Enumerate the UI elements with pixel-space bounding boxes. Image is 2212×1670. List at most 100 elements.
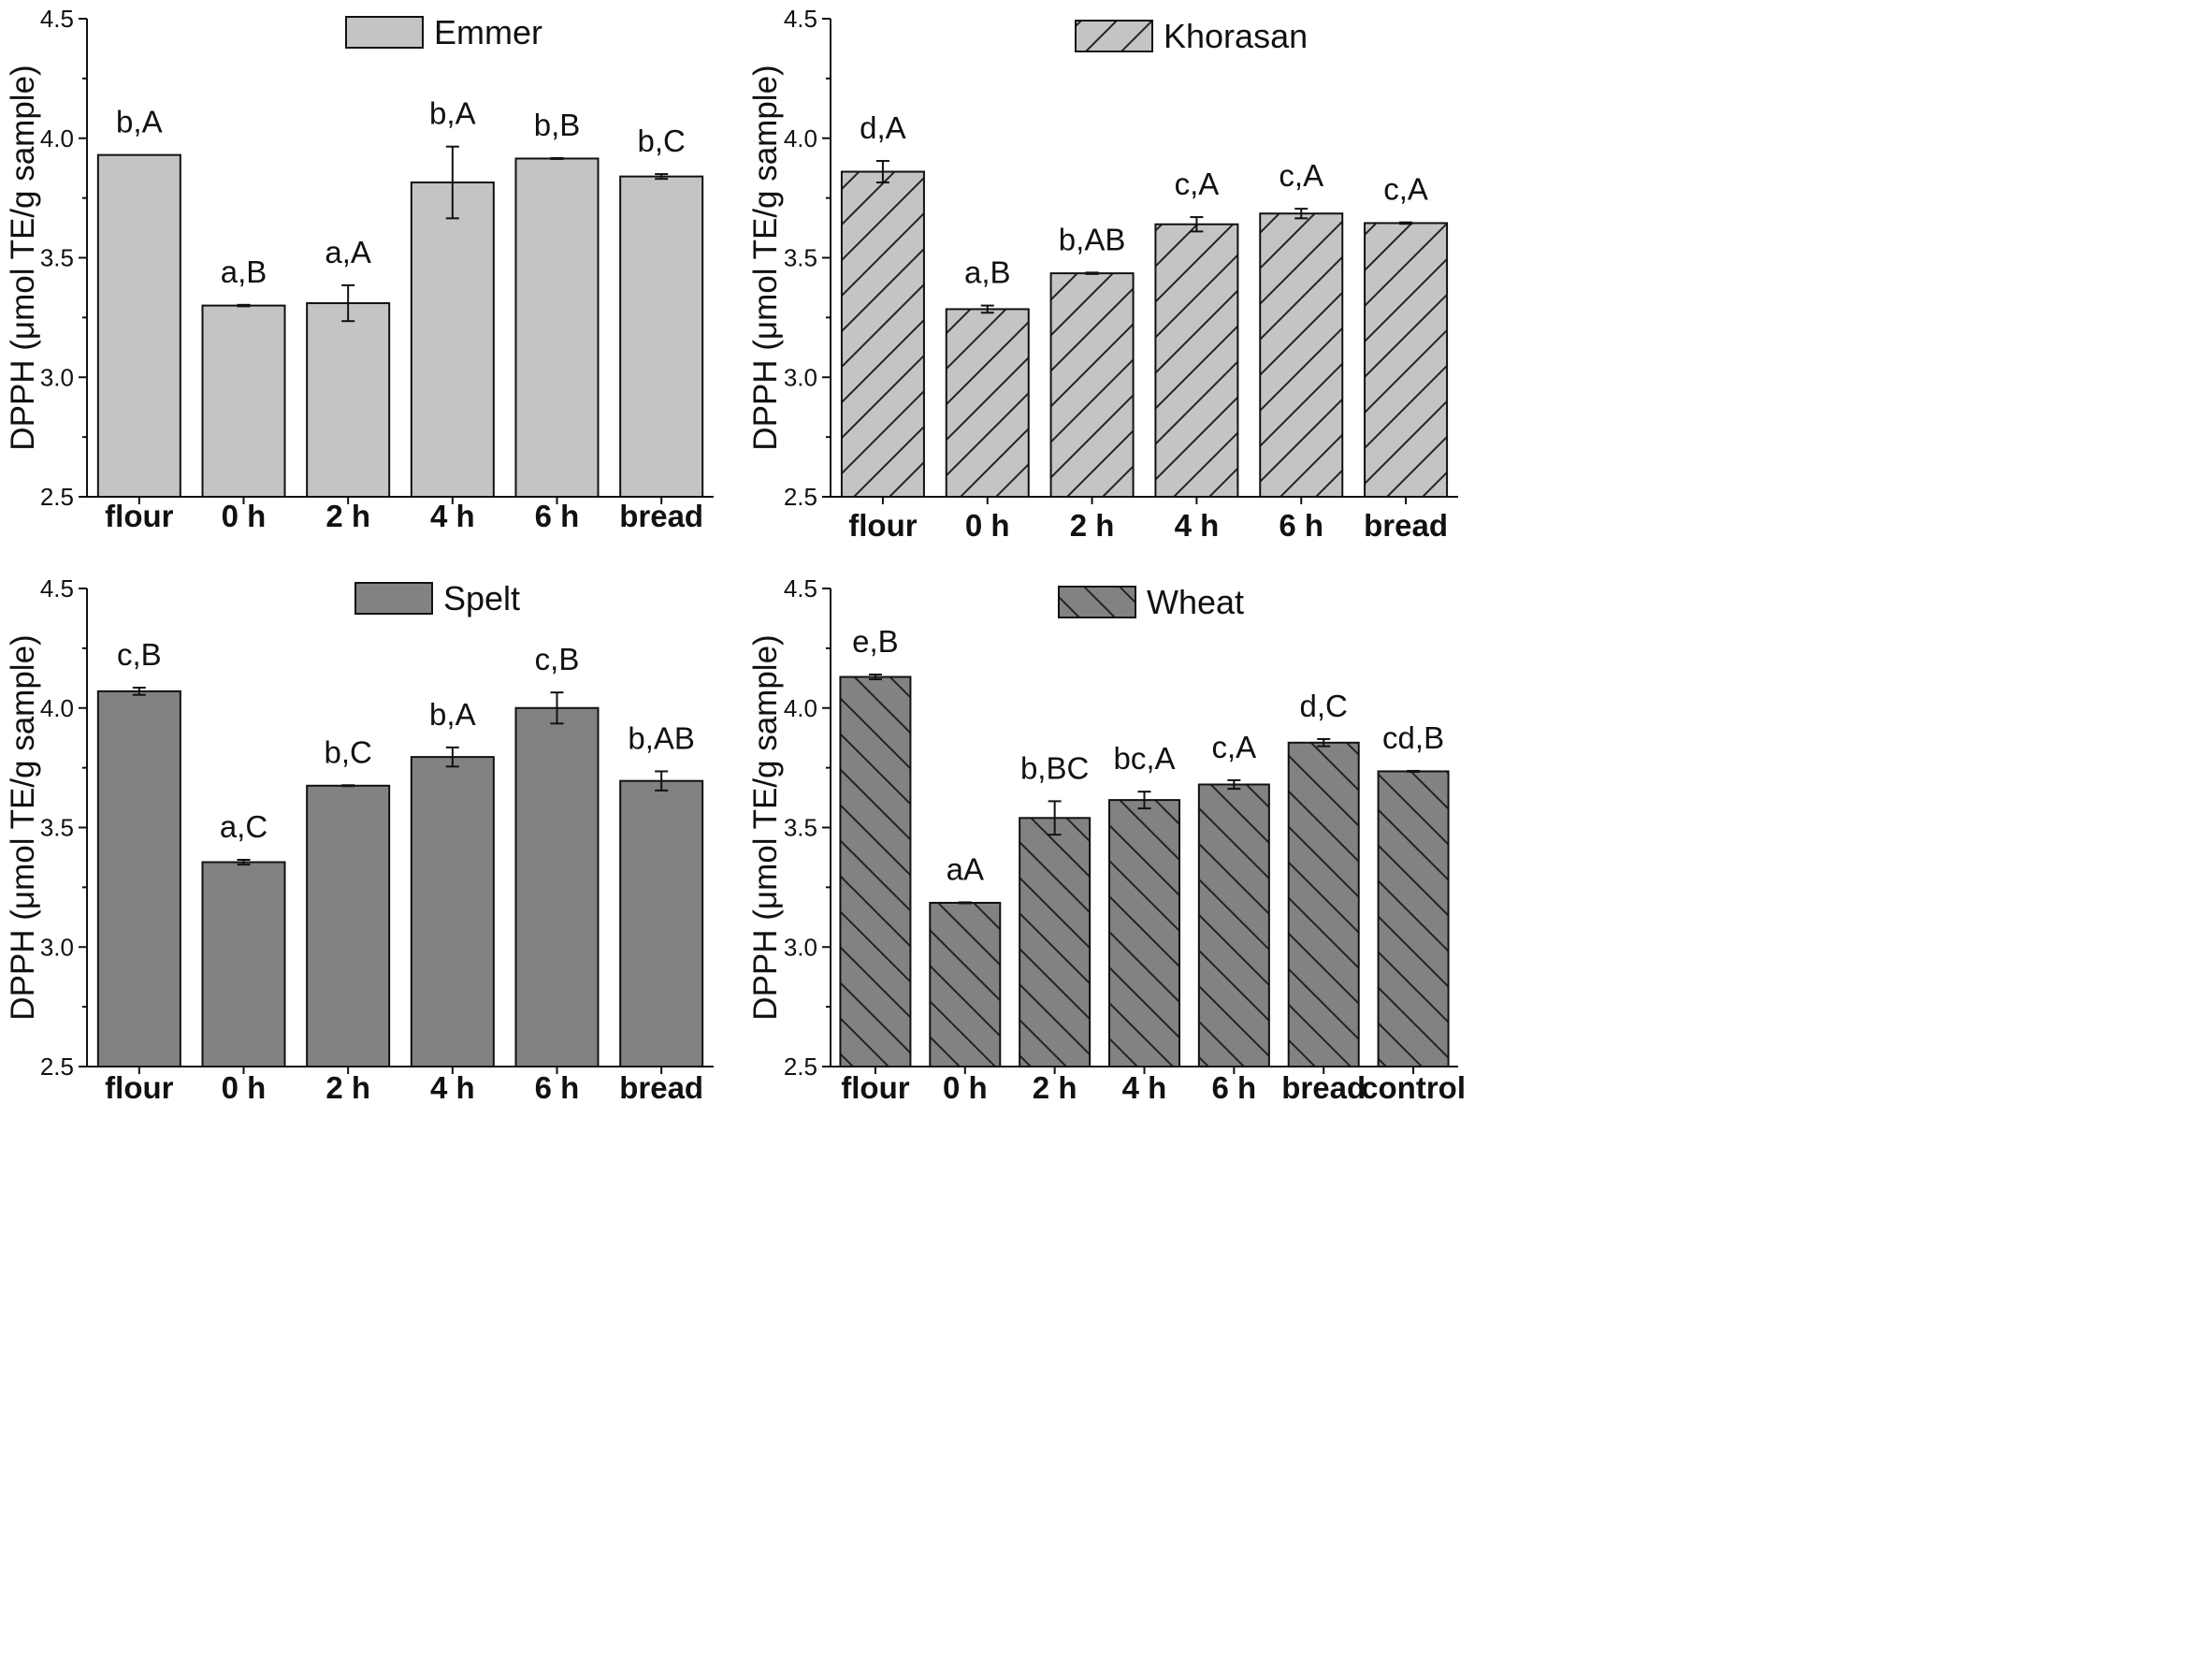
y-axis-title: DPPH (μmol TE/g sample) bbox=[5, 65, 41, 450]
legend-swatch bbox=[1058, 586, 1136, 618]
x-tick-label: 4 h bbox=[1122, 1070, 1167, 1105]
bar bbox=[306, 784, 391, 1067]
bar bbox=[945, 308, 1030, 498]
x-tick-label: 6 h bbox=[535, 1070, 580, 1105]
x-tick-label: 2 h bbox=[325, 1070, 370, 1105]
y-tick-label: 2.5 bbox=[40, 483, 74, 511]
chart-panel-4: 2.5 3.0 3.5 4.0 4.5 DPPH (μmol TE/g sample) e,… bbox=[747, 574, 1466, 1105]
x-tick-label: flour bbox=[105, 1070, 173, 1105]
bar-label: aA bbox=[947, 851, 984, 886]
x-tick-label: 0 h bbox=[222, 1070, 267, 1105]
x-tick-label: 0 h bbox=[965, 508, 1010, 543]
bar-label: d,C bbox=[1300, 689, 1348, 723]
x-tick-label: control bbox=[1361, 1070, 1466, 1105]
x-tick-label: 4 h bbox=[430, 1070, 475, 1105]
chart-panel-3: 2.5 3.0 3.5 4.0 4.5 DPPH (μmol TE/g sample) c,… bbox=[5, 574, 714, 1105]
bar bbox=[619, 175, 704, 498]
bar bbox=[201, 861, 286, 1067]
bar-label: c,A bbox=[1175, 167, 1220, 201]
y-tick-label: 3.5 bbox=[40, 814, 74, 842]
legend-swatch bbox=[1075, 20, 1153, 52]
x-tick-label: 6 h bbox=[1212, 1070, 1257, 1105]
bar bbox=[929, 901, 1002, 1067]
bar bbox=[1377, 770, 1450, 1068]
legend-label: Emmer bbox=[434, 13, 542, 51]
bar-label: a,C bbox=[220, 809, 267, 844]
bar bbox=[201, 304, 286, 498]
bar bbox=[514, 157, 600, 498]
y-axis-title: DPPH (μmol TE/g sample) bbox=[747, 634, 784, 1020]
y-tick-label: 3.5 bbox=[784, 814, 817, 842]
x-tick-label: 0 h bbox=[943, 1070, 988, 1105]
y-axis-title: DPPH (μmol TE/g sample) bbox=[5, 634, 41, 1020]
x-tick-label: flour bbox=[848, 508, 917, 543]
x-tick-label: bread bbox=[1364, 508, 1448, 543]
bar bbox=[1019, 817, 1092, 1068]
bar-label: a,B bbox=[221, 254, 267, 289]
x-tick-label: 6 h bbox=[535, 499, 580, 533]
x-tick-label: 2 h bbox=[1033, 1070, 1077, 1105]
bar bbox=[1364, 222, 1449, 498]
bar bbox=[306, 302, 391, 499]
legend-swatch bbox=[354, 582, 433, 615]
y-tick-label: 4.0 bbox=[40, 694, 74, 722]
bar-label: c,A bbox=[1279, 158, 1323, 193]
bar bbox=[1197, 783, 1270, 1067]
bar-label: c,A bbox=[1212, 730, 1257, 764]
bar bbox=[410, 756, 495, 1067]
y-tick-label: 4.5 bbox=[784, 5, 817, 33]
chart-panel-2: 2.5 3.0 3.5 4.0 4.5 DPPH (μmol TE/g sample) d,… bbox=[747, 5, 1458, 543]
legend-label: Khorasan bbox=[1164, 17, 1308, 55]
x-tick-label: bread bbox=[619, 1070, 703, 1105]
y-tick-label: 2.5 bbox=[784, 1053, 817, 1081]
bar-label: bc,A bbox=[1113, 741, 1175, 776]
x-tick-label: bread bbox=[1281, 1070, 1366, 1105]
x-tick-label: flour bbox=[105, 499, 173, 533]
y-tick-label: 4.0 bbox=[784, 694, 817, 722]
bar bbox=[1259, 212, 1344, 498]
x-tick-label: 2 h bbox=[325, 499, 370, 533]
x-tick-label: 6 h bbox=[1279, 508, 1323, 543]
bar bbox=[1108, 799, 1180, 1067]
bar-label: c,B bbox=[535, 642, 580, 676]
x-tick-label: bread bbox=[619, 499, 703, 533]
bar bbox=[1049, 272, 1135, 499]
bar-label: b,AB bbox=[1059, 222, 1126, 256]
y-tick-label: 3.5 bbox=[40, 244, 74, 272]
chart-panel-1: 2.5 3.0 3.5 4.0 4.5 DPPH (μmol TE/g sample) b,… bbox=[5, 5, 714, 533]
bar-label: b,BC bbox=[1020, 750, 1089, 785]
y-tick-label: 3.0 bbox=[40, 363, 74, 391]
bar-label: e,B bbox=[852, 624, 899, 659]
y-axis-title: DPPH (μmol TE/g sample) bbox=[747, 65, 784, 450]
bar-label: b,C bbox=[637, 123, 685, 158]
x-tick-label: flour bbox=[841, 1070, 909, 1105]
bar-label: a,B bbox=[964, 255, 1011, 290]
bar bbox=[839, 675, 912, 1067]
x-tick-label: 2 h bbox=[1070, 508, 1115, 543]
legend-swatch bbox=[345, 16, 424, 49]
bar-label: c,A bbox=[1383, 172, 1428, 207]
bar-label: b,A bbox=[429, 697, 476, 732]
y-tick-label: 2.5 bbox=[40, 1053, 74, 1081]
y-tick-label: 3.0 bbox=[40, 933, 74, 961]
x-tick-label: 4 h bbox=[430, 499, 475, 533]
bar-label: b,C bbox=[324, 734, 371, 769]
bar-label: b,AB bbox=[628, 720, 695, 755]
bar-label: a,A bbox=[325, 235, 371, 269]
y-tick-label: 3.5 bbox=[784, 244, 817, 272]
y-tick-label: 4.0 bbox=[784, 124, 817, 152]
bar-label: b,A bbox=[429, 96, 476, 131]
bar-label: b,A bbox=[116, 105, 163, 139]
y-tick-label: 3.0 bbox=[784, 933, 817, 961]
legend-label: Spelt bbox=[443, 579, 520, 617]
bar bbox=[96, 690, 181, 1067]
legend-label: Wheat bbox=[1147, 583, 1244, 621]
bar-label: cd,B bbox=[1382, 720, 1444, 755]
x-tick-label: 0 h bbox=[222, 499, 267, 533]
bar-label: c,B bbox=[117, 637, 162, 672]
y-tick-label: 2.5 bbox=[784, 483, 817, 511]
bar bbox=[840, 170, 925, 499]
bar bbox=[410, 182, 495, 499]
y-tick-label: 4.0 bbox=[40, 124, 74, 152]
